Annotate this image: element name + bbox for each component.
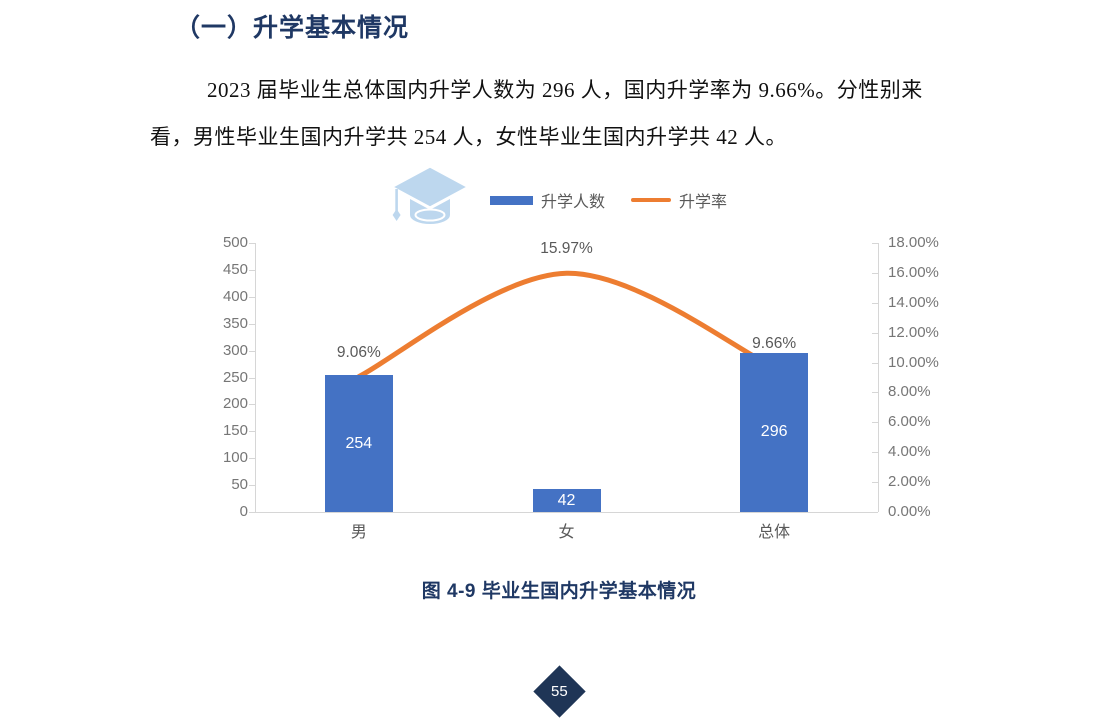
y-axis-tick-mark <box>249 431 255 433</box>
y-axis-left-line <box>255 243 256 512</box>
y-axis-tick-label-right: 4.00% <box>888 443 931 461</box>
chart-canvas: 500 450 400 350 300 250 200 150 100 50 0 18.00% 16.0… <box>150 160 980 565</box>
y-axis-tick-mark <box>249 377 255 379</box>
y-axis-tick-mark <box>249 458 255 460</box>
page-number-badge: 55 <box>533 665 586 718</box>
y-axis-tick-mark <box>249 323 255 325</box>
legend-label-line: 升学率 <box>679 194 728 211</box>
section-heading: （一）升学基本情况 <box>175 14 410 42</box>
chart: 升学人数 升学率 500 450 400 350 300 250 200 150 100 50 0 1… <box>150 160 980 565</box>
y-axis-tick-mark <box>872 243 878 244</box>
y-axis-tick-mark <box>872 422 878 424</box>
y-axis-tick-label-left: 450 <box>222 260 248 278</box>
y-axis-tick-label-right: 0.00% <box>888 503 931 520</box>
y-axis-tick-mark <box>872 482 878 484</box>
y-axis-tick-mark <box>872 332 878 334</box>
y-axis-tick-mark <box>249 350 255 352</box>
bar <box>532 489 601 512</box>
rate-line <box>356 270 777 380</box>
y-axis-tick-label-right: 16.00% <box>888 263 939 281</box>
y-axis-tick-label-right: 2.00% <box>888 473 931 491</box>
y-axis-tick-label-left: 300 <box>222 341 248 359</box>
y-axis-tick-label-left: 200 <box>222 395 248 413</box>
page-number: 55 <box>551 683 568 700</box>
legend-item-line: 升学率 <box>631 188 727 212</box>
line-data-label: 9.66% <box>752 334 797 352</box>
bar <box>324 375 393 512</box>
y-axis-tick-label-right: 12.00% <box>888 323 939 341</box>
y-axis-tick-label-left: 350 <box>222 314 248 332</box>
y-axis-tick-mark <box>872 302 878 304</box>
y-axis-tick-mark <box>249 243 255 244</box>
figure-caption: 图 4-9 毕业生国内升学基本情况 <box>421 581 697 602</box>
legend-bar-swatch-icon <box>490 195 533 205</box>
y-axis-tick-mark <box>872 452 878 454</box>
bar-value-label: 296 <box>760 423 788 441</box>
y-axis-tick-label-left: 150 <box>222 422 248 440</box>
line-data-label: 9.06% <box>336 343 381 361</box>
x-axis-category-label: 男 <box>350 524 367 541</box>
legend-line-swatch-icon <box>631 198 672 202</box>
body-text-line-2: 看，男性毕业生国内升学共 254 人，女性毕业生国内升学共 42 人。 <box>150 125 787 149</box>
y-axis-tick-label-left: 50 <box>231 476 248 494</box>
y-axis-tick-mark <box>249 269 255 271</box>
y-axis-tick-label-left: 250 <box>222 368 248 386</box>
x-axis-line <box>255 512 878 513</box>
line-data-label: 15.97% <box>540 240 593 258</box>
bar <box>740 352 809 512</box>
y-axis-tick-mark <box>249 296 255 298</box>
y-axis-tick-label-left: 400 <box>222 287 248 305</box>
y-axis-tick-mark <box>872 392 878 394</box>
y-axis-tick-mark <box>249 485 255 487</box>
y-axis-tick-label-right: 18.00% <box>888 234 939 251</box>
y-axis-tick-label-right: 6.00% <box>888 413 931 431</box>
y-axis-tick-label-right: 8.00% <box>888 383 931 401</box>
y-axis-tick-label-right: 14.00% <box>888 293 939 311</box>
y-axis-tick-label-left: 100 <box>222 449 248 467</box>
y-axis-tick-mark <box>249 512 255 513</box>
y-axis-tick-mark <box>872 272 878 274</box>
bar-value-label: 254 <box>345 434 373 452</box>
y-axis-tick-label-right: 10.00% <box>888 353 939 371</box>
body-text-line-1: 2023 届毕业生总体国内升学人数为 296 人，国内升学率为 9.66%。分性… <box>207 78 923 102</box>
legend-label-bars: 升学人数 <box>541 194 606 211</box>
y-axis-tick-mark <box>872 512 878 513</box>
legend-item-bars: 升学人数 <box>490 188 605 212</box>
bar-value-label: 42 <box>557 491 576 509</box>
x-axis-category-label: 女 <box>558 524 575 541</box>
y-axis-tick-mark <box>249 404 255 406</box>
rate-line-path <box>356 270 777 380</box>
y-axis-tick-mark <box>872 362 878 364</box>
chart-legend: 升学人数 升学率 <box>490 186 727 214</box>
x-axis-category-label: 总体 <box>758 524 791 541</box>
y-axis-right-line <box>878 243 879 512</box>
y-axis-tick-label-left: 500 <box>222 234 248 251</box>
graduation-cap-icon <box>389 165 470 224</box>
y-axis-tick-label-left: 0 <box>239 503 248 520</box>
